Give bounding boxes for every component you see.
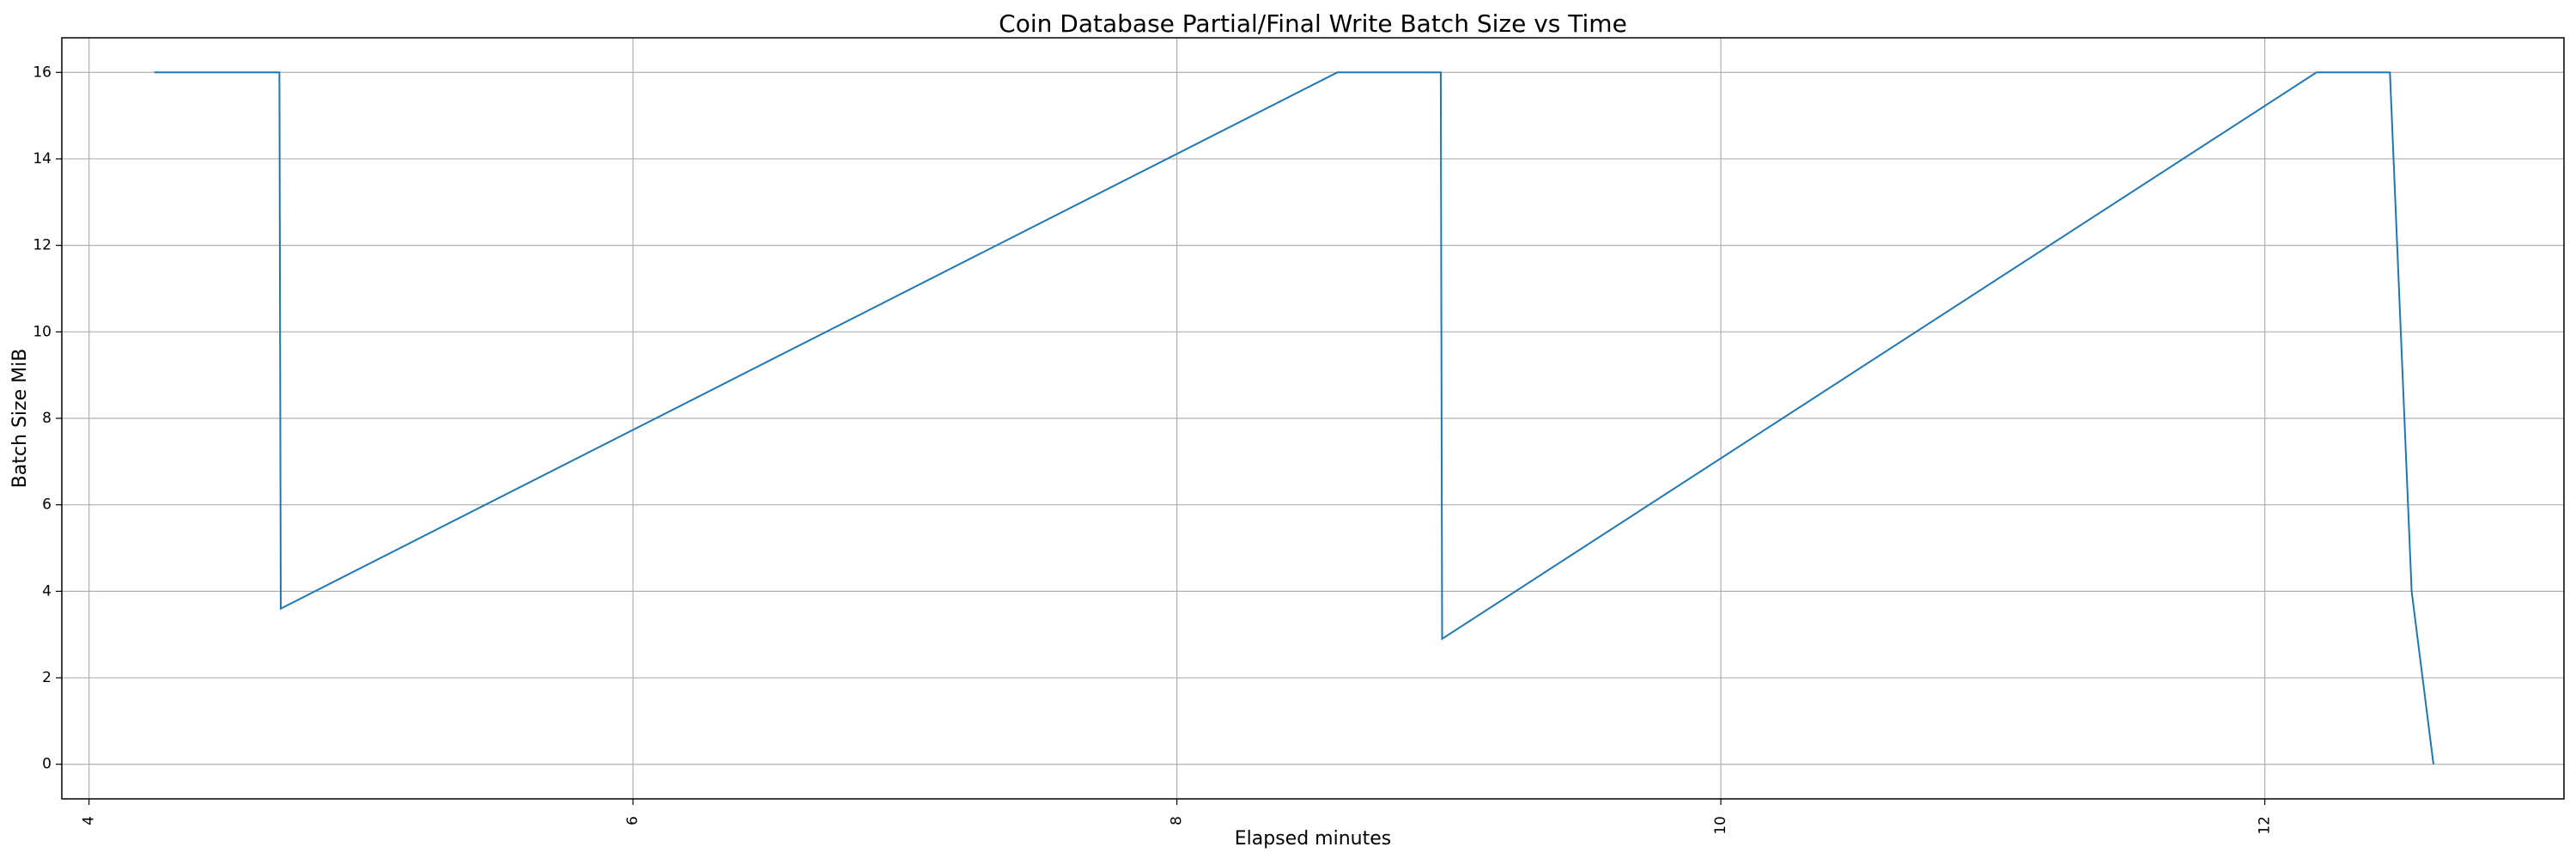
series-line-0	[154, 71, 2434, 765]
x-tick-label: 6	[624, 816, 641, 825]
series-layer	[154, 71, 2434, 765]
x-tick-label: 12	[2257, 816, 2274, 835]
y-axis-label: Batch Size MiB	[9, 349, 31, 489]
y-tick-label: 10	[33, 323, 52, 340]
ticks: 4 6 8 10 12 0 2 4 6 8 10 12 14 16	[33, 64, 2273, 834]
y-tick-label: 0	[42, 756, 52, 773]
x-tick-label: 4	[81, 816, 98, 825]
y-tick-label: 6	[42, 497, 52, 514]
y-tick-label: 16	[33, 64, 52, 81]
y-tick-label: 4	[42, 582, 52, 600]
y-tick-label: 12	[33, 237, 52, 254]
grid	[62, 38, 2564, 799]
chart-title: Coin Database Partial/Final Write Batch …	[999, 9, 1627, 38]
y-tick-label: 8	[42, 410, 52, 427]
x-axis-label: Elapsed minutes	[1235, 828, 1391, 850]
y-tick-label: 14	[33, 150, 52, 168]
x-tick-label: 8	[1169, 816, 1186, 825]
x-tick-label: 10	[1712, 816, 1729, 835]
y-tick-label: 2	[42, 669, 52, 686]
